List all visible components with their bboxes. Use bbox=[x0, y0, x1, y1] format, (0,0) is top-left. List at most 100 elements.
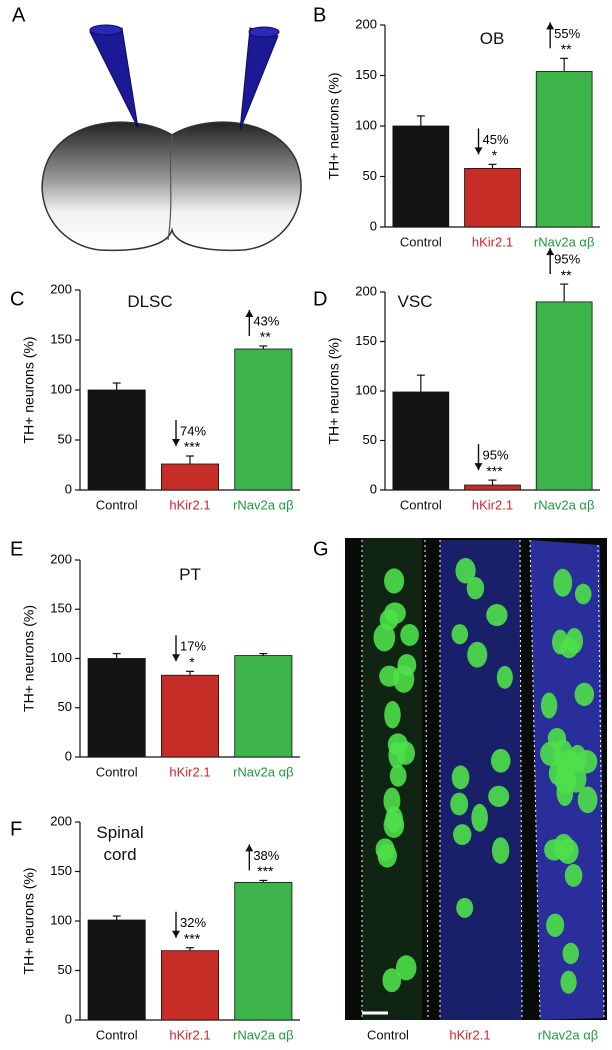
percent-change: 43% bbox=[253, 313, 279, 328]
y-tick-label: 50 bbox=[58, 431, 72, 446]
x-tick-label: rNav2a αβ bbox=[233, 1027, 294, 1042]
cell bbox=[466, 577, 485, 600]
y-tick-label: 50 bbox=[363, 432, 377, 447]
percent-change: 17% bbox=[180, 639, 206, 654]
cell bbox=[577, 786, 598, 814]
image-caption: Control bbox=[367, 1027, 409, 1042]
cell bbox=[562, 942, 579, 965]
panel-label: A bbox=[12, 4, 26, 26]
cell bbox=[456, 897, 474, 918]
percent-change: 95% bbox=[554, 252, 580, 267]
significance: *** bbox=[486, 463, 503, 479]
bar bbox=[160, 950, 219, 1021]
bar bbox=[87, 919, 146, 1021]
cell bbox=[546, 913, 565, 937]
percent-change: 45% bbox=[483, 132, 509, 147]
y-tick-label: 50 bbox=[363, 168, 377, 183]
significance: ** bbox=[561, 41, 572, 57]
percent-change: 32% bbox=[180, 915, 206, 930]
bar bbox=[464, 484, 521, 491]
percent-change: 55% bbox=[554, 26, 580, 41]
significance: ** bbox=[561, 267, 572, 283]
bar bbox=[160, 463, 219, 491]
y-tick-label: 0 bbox=[370, 218, 377, 233]
cell bbox=[379, 609, 399, 631]
y-tick-label: 150 bbox=[50, 331, 72, 346]
bar bbox=[160, 674, 219, 758]
arrow-head bbox=[172, 439, 180, 446]
percent-change: 38% bbox=[253, 848, 279, 863]
cell bbox=[467, 641, 488, 668]
y-tick-label: 150 bbox=[355, 67, 377, 82]
arrow-head bbox=[245, 844, 254, 852]
cell bbox=[574, 682, 595, 706]
significance: * bbox=[492, 147, 498, 163]
cell bbox=[540, 692, 558, 719]
cell bbox=[451, 624, 469, 645]
chart-title: OB bbox=[479, 29, 505, 48]
x-tick-label: hKir2.1 bbox=[169, 764, 210, 779]
bar bbox=[392, 125, 450, 228]
cell bbox=[488, 785, 510, 807]
cell bbox=[393, 665, 415, 693]
cell bbox=[564, 864, 583, 887]
y-tick-label: 200 bbox=[355, 16, 377, 31]
cell bbox=[574, 583, 592, 605]
percent-change: 74% bbox=[180, 423, 206, 438]
image-caption: hKir2.1 bbox=[449, 1027, 490, 1042]
y-tick-label: 100 bbox=[50, 381, 72, 396]
x-tick-label: Control bbox=[96, 497, 138, 512]
cell bbox=[486, 603, 508, 627]
x-tick-label: hKir2.1 bbox=[169, 497, 210, 512]
x-tick-label: rNav2a αβ bbox=[233, 497, 294, 512]
cell bbox=[559, 750, 581, 772]
y-tick-label: 200 bbox=[50, 551, 72, 566]
cell bbox=[451, 765, 470, 790]
bar bbox=[234, 881, 293, 1021]
arrow-head bbox=[474, 147, 483, 155]
arrow-head bbox=[245, 310, 254, 317]
chart-title: PT bbox=[179, 565, 201, 584]
y-tick-label: 100 bbox=[355, 117, 377, 132]
y-axis-label: TH+ neurons (%) bbox=[21, 605, 37, 712]
x-tick-label: hKir2.1 bbox=[472, 234, 513, 249]
bar bbox=[87, 389, 146, 491]
significance: *** bbox=[184, 439, 201, 455]
panel-label: B bbox=[313, 4, 326, 26]
cell bbox=[384, 568, 405, 594]
significance: *** bbox=[257, 863, 274, 879]
cell bbox=[396, 741, 415, 765]
bar bbox=[87, 658, 146, 758]
y-tick-label: 0 bbox=[370, 481, 377, 496]
cell bbox=[553, 568, 573, 597]
cell bbox=[382, 968, 402, 993]
y-tick-label: 0 bbox=[65, 1011, 72, 1026]
y-tick-label: 150 bbox=[50, 863, 72, 878]
panel-label: F bbox=[10, 818, 22, 840]
significance: ** bbox=[260, 329, 271, 345]
brain-drawing bbox=[41, 24, 302, 252]
x-tick-label: hKir2.1 bbox=[472, 497, 513, 512]
cell bbox=[383, 812, 405, 838]
x-tick-label: Control bbox=[400, 234, 442, 249]
cell bbox=[560, 970, 577, 994]
y-axis-label: TH+ neurons (%) bbox=[21, 868, 37, 975]
bar bbox=[234, 655, 293, 758]
chart-title: VSC bbox=[397, 292, 433, 311]
x-tick-label: Control bbox=[96, 764, 138, 779]
arrow-head bbox=[172, 930, 180, 938]
cell bbox=[491, 837, 510, 864]
cell bbox=[490, 748, 511, 773]
arrow-head bbox=[546, 248, 555, 256]
bar bbox=[464, 168, 521, 228]
micrograph bbox=[345, 538, 607, 1020]
y-tick-label: 0 bbox=[65, 748, 72, 763]
y-tick-label: 100 bbox=[50, 912, 72, 927]
x-tick-label: Control bbox=[400, 497, 442, 512]
x-tick-label: Control bbox=[96, 1027, 138, 1042]
cell bbox=[384, 701, 401, 729]
bar bbox=[535, 71, 593, 228]
arrow-head bbox=[474, 463, 483, 471]
cell bbox=[400, 624, 419, 646]
y-tick-label: 50 bbox=[58, 962, 72, 977]
